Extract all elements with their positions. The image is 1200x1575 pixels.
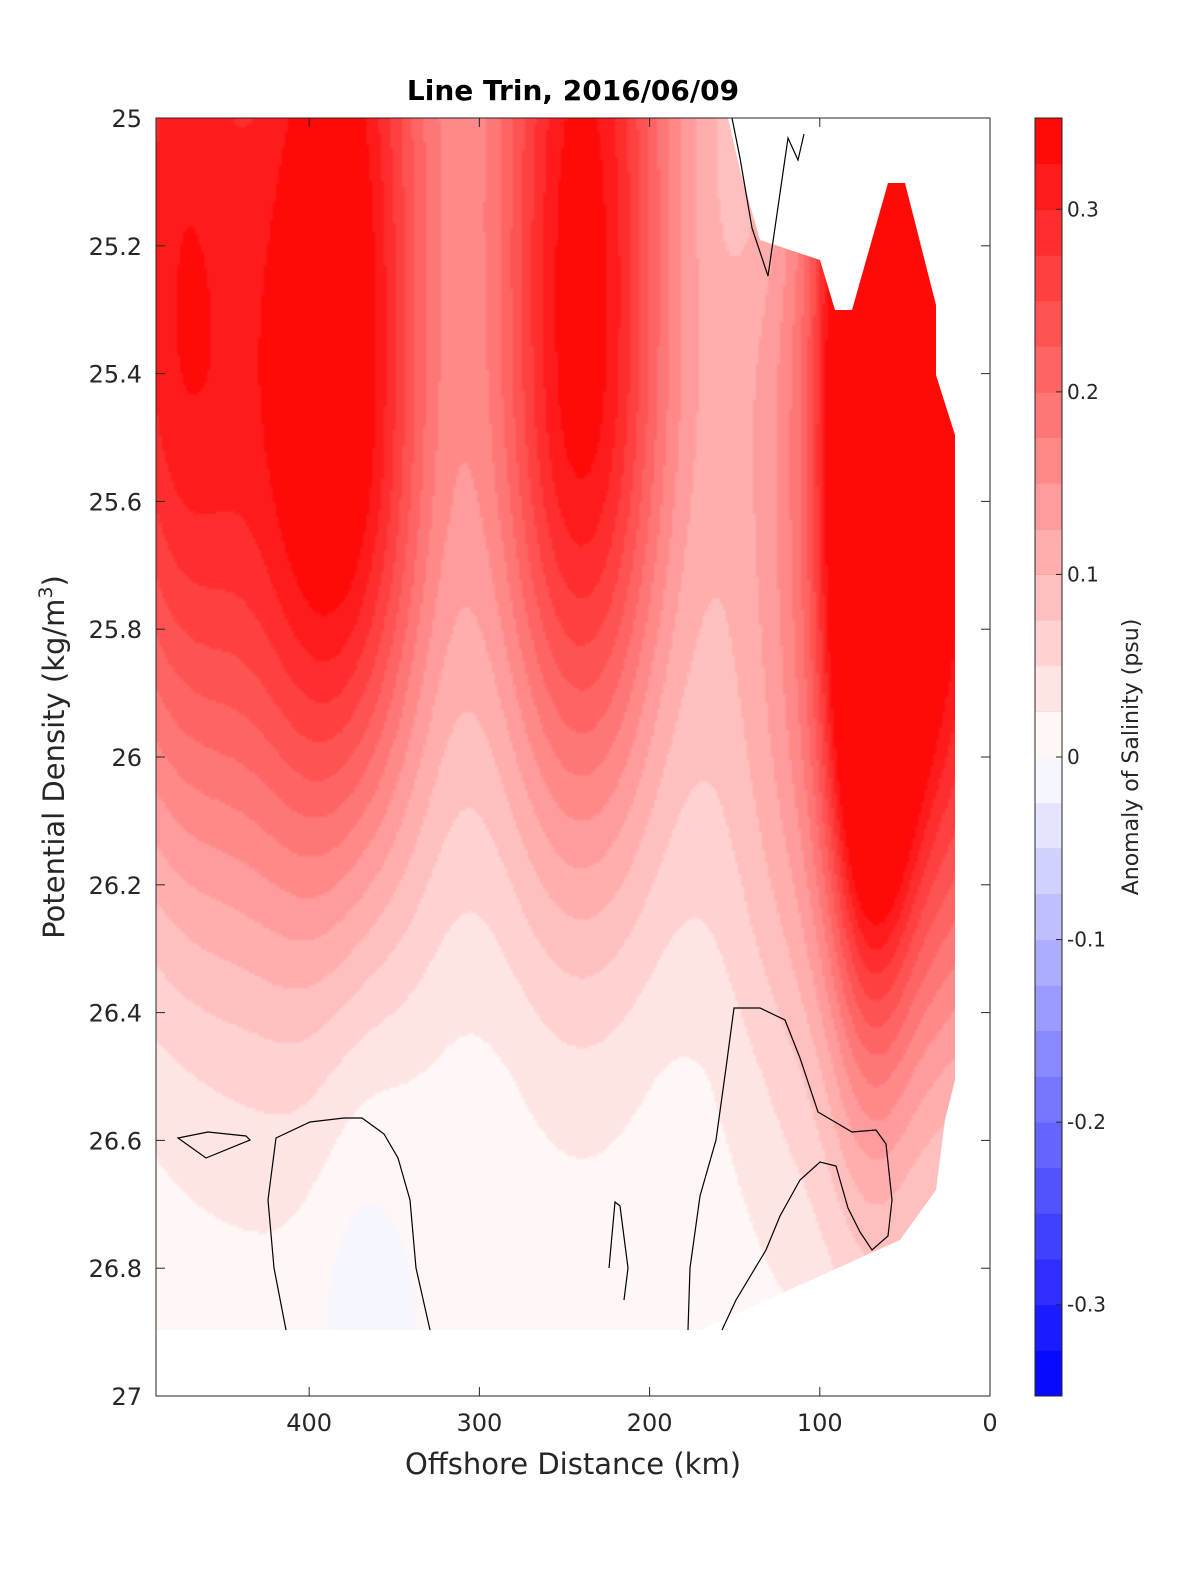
- x-tick-label: 200: [627, 1409, 673, 1437]
- colorbar-segment: [1035, 893, 1062, 941]
- y-tick-label: 25.8: [89, 616, 142, 644]
- colorbar-segment: [1035, 1213, 1062, 1260]
- colorbar-tick-label: 0.2: [1067, 380, 1099, 404]
- y-tick-label: 25: [111, 105, 142, 133]
- salinity-anomaly-field: [156, 118, 955, 1330]
- y-tick-label: 27: [111, 1383, 142, 1411]
- colorbar-tick-label: -0.1: [1067, 928, 1106, 952]
- colorbar-segment: [1035, 118, 1062, 165]
- x-axis-title: Offshore Distance (km): [405, 1447, 741, 1481]
- colorbar-segment: [1035, 1030, 1062, 1077]
- colorbar-segment: [1035, 1167, 1062, 1214]
- colorbar-segment: [1035, 300, 1062, 347]
- colorbar-segment: [1035, 574, 1062, 621]
- colorbar-segment: [1035, 665, 1062, 712]
- y-axis-title: Potential Density (kg/m3): [35, 575, 71, 939]
- y-tick-label: 26.8: [89, 1255, 142, 1283]
- x-axis: 400 300 200 100 0: [286, 118, 998, 1437]
- y-tick-label: 26: [111, 744, 142, 772]
- colorbar-tick-label: -0.2: [1067, 1110, 1106, 1134]
- y-axis: 25 25.2 25.4 25.6 25.8 26 26.2 26.4 26.6 26.8 27: [89, 105, 990, 1411]
- colorbar-segment: [1035, 711, 1062, 758]
- colorbar-tick-label: 0.1: [1067, 562, 1099, 586]
- y-axis-title-close: ): [37, 575, 71, 586]
- colorbar-segment: [1035, 254, 1062, 302]
- zero-contours: [176, 118, 893, 1331]
- contour-line: [687, 1007, 893, 1331]
- colorbar-tick-label: 0: [1067, 745, 1080, 769]
- colorbar-segment: [1035, 939, 1062, 986]
- colorbar-segment: [1035, 985, 1062, 1032]
- colorbar-segment: [1035, 1259, 1062, 1306]
- y-tick-label: 26.6: [89, 1127, 142, 1155]
- colorbar-segment: [1035, 483, 1062, 530]
- x-tick-label: 400: [286, 1409, 332, 1437]
- y-tick-label: 26.2: [89, 872, 142, 900]
- colorbar-tick-label: -0.3: [1067, 1293, 1106, 1317]
- colorbar-segment: [1035, 757, 1062, 804]
- colorbar-segment: [1035, 209, 1062, 256]
- colorbar-segment: [1035, 1076, 1062, 1123]
- colorbar-title: Anomaly of Salinity (psu): [1119, 619, 1144, 896]
- colorbar-segment: [1035, 620, 1062, 667]
- contour-line: [608, 1200, 629, 1301]
- colorbar-segment: [1035, 1350, 1062, 1397]
- colorbar-segment: [1035, 848, 1062, 895]
- colorbar-tick-label: 0.3: [1067, 197, 1099, 221]
- y-tick-label: 25.4: [89, 361, 142, 389]
- contour-line: [267, 1117, 431, 1331]
- colorbar-segment: [1035, 528, 1062, 575]
- y-axis-title-main: Potential Density (kg/m: [37, 599, 71, 939]
- x-tick-label: 300: [456, 1409, 502, 1437]
- colorbar: -0.3 -0.2 -0.1 0 0.1 0.2 0.3: [1034, 117, 1106, 1397]
- colorbar-segment: [1035, 346, 1062, 393]
- colorbar-segment: [1035, 163, 1062, 210]
- y-tick-label: 25.2: [89, 233, 142, 261]
- colorbar-segment: [1035, 1122, 1062, 1169]
- contour-line: [731, 118, 805, 277]
- x-tick-label: 0: [982, 1409, 997, 1437]
- colorbar-segment: [1035, 802, 1062, 849]
- colorbar-segment: [1035, 437, 1062, 484]
- chart-title: Line Trin, 2016/06/09: [407, 74, 739, 107]
- x-tick-label: 100: [797, 1409, 843, 1437]
- y-axis-title-superscript: 3: [35, 586, 57, 598]
- y-tick-label: 26.4: [89, 1000, 142, 1028]
- colorbar-segment: [1035, 1304, 1062, 1351]
- y-tick-label: 25.6: [89, 488, 142, 516]
- colorbar-segment: [1035, 391, 1062, 438]
- contour-line: [176, 1131, 252, 1159]
